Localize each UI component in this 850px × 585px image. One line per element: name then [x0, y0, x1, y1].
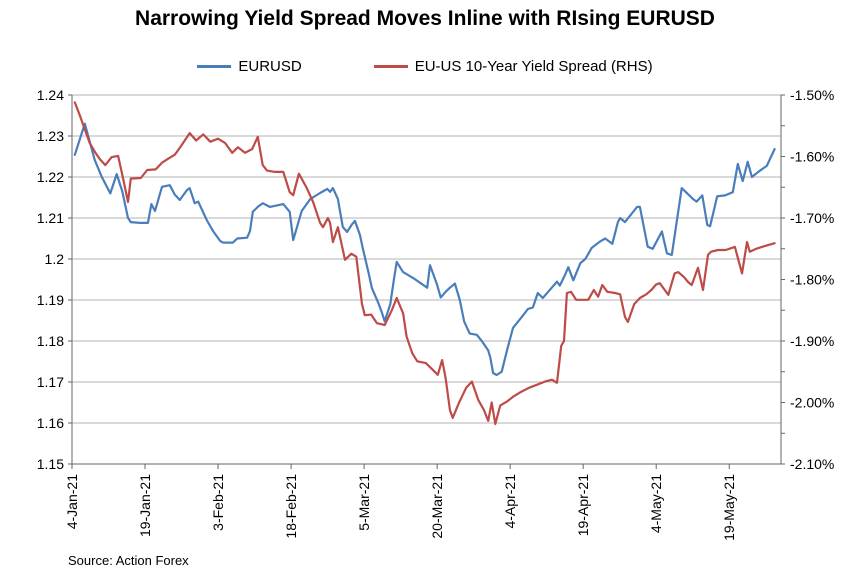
x-axis-label: 18-Feb-21 [283, 474, 299, 539]
x-axis-label: 19-May-21 [721, 474, 737, 541]
eurusd-line-swatch [197, 65, 232, 68]
y-axis-label-left: 1.2 [45, 251, 65, 267]
y-axis-label-left: 1.21 [37, 210, 64, 226]
y-axis-label-right: -1.90% [790, 333, 834, 349]
legend-label-eurusd: EURUSD [238, 58, 302, 75]
x-axis-label: 19-Apr-21 [575, 474, 591, 536]
x-axis-label: 20-Mar-21 [429, 474, 445, 539]
yield-spread-line-swatch [373, 65, 408, 68]
legend-item-eurusd: EURUSD [197, 58, 302, 75]
y-axis-label-right: -2.10% [790, 456, 834, 472]
y-axis-label-left: 1.22 [37, 169, 64, 185]
x-axis-label: 4-Jan-21 [64, 474, 80, 529]
legend: EURUSD EU-US 10-Year Yield Spread (RHS) [0, 58, 850, 75]
y-axis-label-left: 1.19 [37, 292, 64, 308]
source-note: Source: Action Forex [68, 553, 189, 568]
yield-spread-series-line [73, 101, 776, 426]
y-axis-label-left: 1.23 [37, 128, 64, 144]
legend-label-yield-spread: EU-US 10-Year Yield Spread (RHS) [414, 58, 653, 75]
y-axis-label-right: -1.80% [790, 272, 834, 288]
y-axis-label-left: 1.15 [37, 456, 64, 472]
y-axis-label-right: -2.00% [790, 395, 834, 411]
y-axis-label-left: 1.17 [37, 374, 64, 390]
legend-item-yield-spread: EU-US 10-Year Yield Spread (RHS) [373, 58, 653, 75]
y-axis-label-left: 1.24 [37, 87, 64, 103]
y-axis-label-right: -1.70% [790, 210, 834, 226]
y-axis-label-left: 1.18 [37, 333, 64, 349]
y-axis-label-right: -1.50% [790, 87, 834, 103]
y-axis-label-left: 1.16 [37, 415, 64, 431]
x-axis-label: 19-Jan-21 [137, 474, 153, 537]
chart-title: Narrowing Yield Spread Moves Inline with… [135, 7, 715, 30]
x-axis-label: 4-Apr-21 [502, 474, 518, 529]
y-axis-label-right: -1.60% [790, 149, 834, 165]
x-axis-label: 3-Feb-21 [210, 474, 226, 531]
x-axis-label: 5-Mar-21 [356, 474, 372, 531]
eurusd-series-line [73, 122, 776, 377]
x-axis-label: 4-May-21 [648, 474, 664, 533]
